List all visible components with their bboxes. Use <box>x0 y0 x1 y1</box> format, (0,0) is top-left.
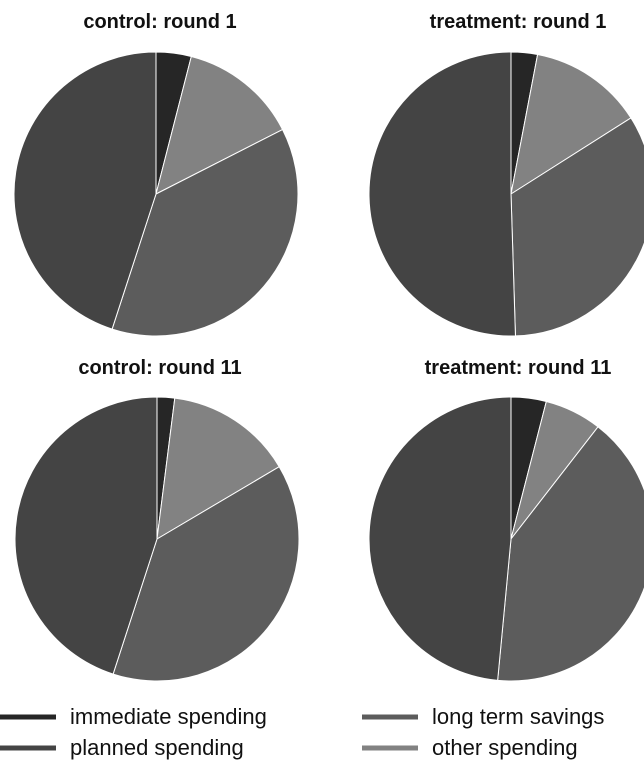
legend-item-immediate-spending: immediate spending <box>0 704 267 729</box>
pie-slice-long-term-savings <box>510 117 644 337</box>
pie-slice-other-spending <box>155 55 284 195</box>
pie-slice-planned-spending <box>14 396 158 675</box>
legend-label: other spending <box>432 735 578 760</box>
pie-slice-long-term-savings <box>112 466 300 682</box>
panel-title: treatment: round 1 <box>430 11 607 33</box>
pie-panel-treatment-round-11: treatment: round 11 <box>368 357 644 682</box>
pie-panel-control-round-11: control: round 11 <box>14 357 300 682</box>
legend-label: long term savings <box>432 704 604 729</box>
legend-item-long-term-savings: long term savings <box>362 704 604 729</box>
legend-label: planned spending <box>70 735 244 760</box>
legend-item-planned-spending: planned spending <box>0 735 244 760</box>
legend-label: immediate spending <box>70 704 267 729</box>
panel-title: treatment: round 11 <box>425 357 612 379</box>
pie-slice-planned-spending <box>13 51 157 330</box>
pie-slice-planned-spending <box>368 51 516 337</box>
panel-title: control: round 1 <box>83 11 236 33</box>
pie-slice-long-term-savings <box>111 129 299 337</box>
pie-panel-treatment-round-1: treatment: round 1 <box>368 11 644 337</box>
pie-slice-long-term-savings <box>497 426 644 682</box>
pie-slice-other-spending <box>510 54 632 195</box>
pie-slice-planned-spending <box>368 396 512 681</box>
panel-title: control: round 11 <box>78 357 241 379</box>
pie-panel-control-round-1: control: round 1 <box>13 11 299 337</box>
legend-item-other-spending: other spending <box>362 735 578 760</box>
pie-slice-other-spending <box>156 397 280 540</box>
